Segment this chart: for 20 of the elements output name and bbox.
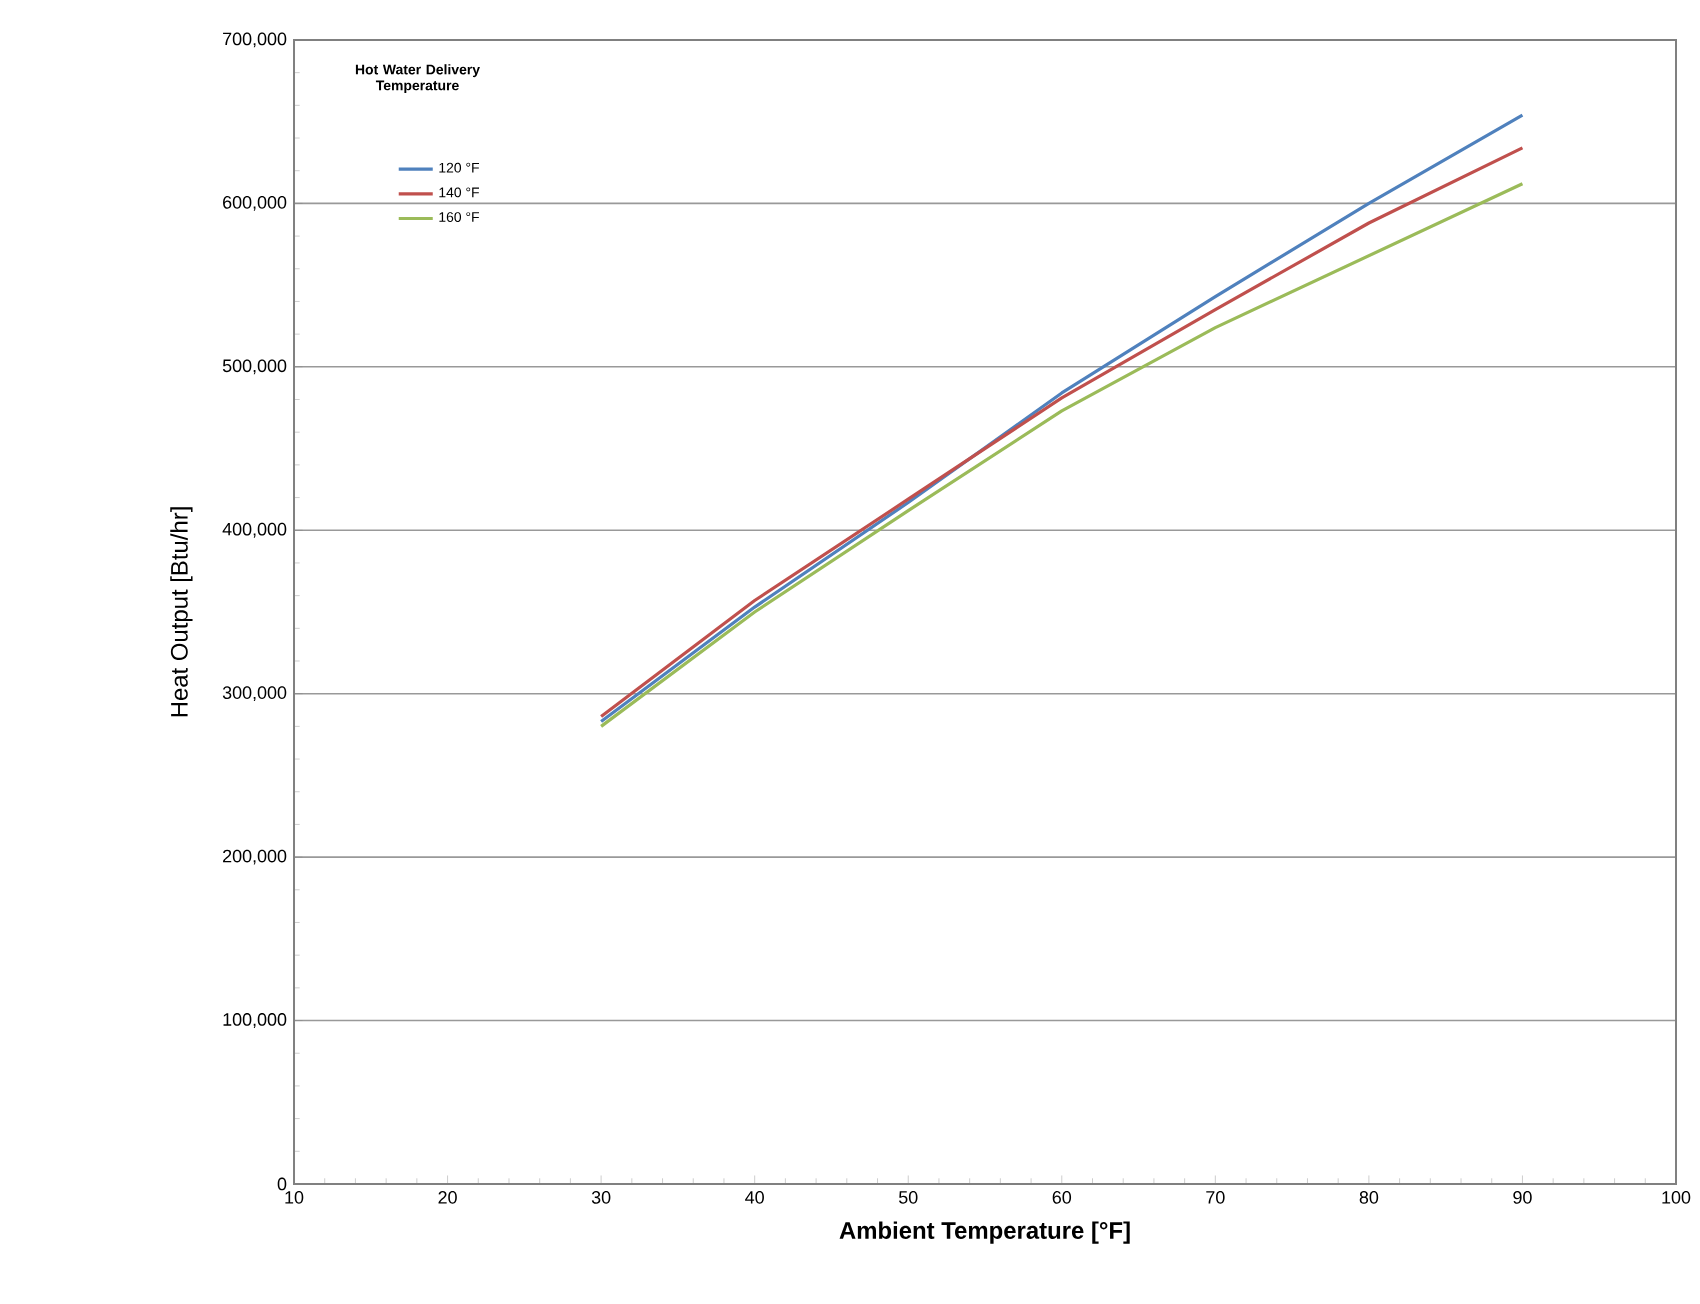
y-tick-label: 0 — [277, 1177, 287, 1191]
y-tick-label: 200,000 — [223, 849, 287, 865]
y-tick-label: 700,000 — [223, 32, 287, 48]
x-tick-label: 30 — [591, 1191, 611, 1204]
y-tick-label: 600,000 — [223, 195, 287, 211]
x-axis-title: Ambient Temperature [°F] — [839, 1221, 1130, 1244]
x-tick-label: 70 — [1206, 1191, 1225, 1204]
y-axis-title: Heat Output [Btu/hr] — [170, 507, 193, 717]
x-tick-label: 50 — [898, 1191, 918, 1204]
x-tick-label: 20 — [438, 1191, 457, 1204]
x-tick-label: 10 — [285, 1191, 304, 1204]
y-tick-label: 100,000 — [223, 1013, 287, 1028]
x-tick-label: 60 — [1052, 1191, 1072, 1204]
x-tick-label: 80 — [1359, 1191, 1379, 1204]
x-tick-label: 40 — [745, 1191, 764, 1204]
y-tick-label: 500,000 — [222, 359, 287, 375]
y-tick-label: 300,000 — [222, 686, 287, 702]
x-tick-label: 100 — [1662, 1191, 1691, 1204]
x-tick-label: 90 — [1513, 1191, 1532, 1204]
y-tick-label: 400,000 — [222, 522, 287, 538]
